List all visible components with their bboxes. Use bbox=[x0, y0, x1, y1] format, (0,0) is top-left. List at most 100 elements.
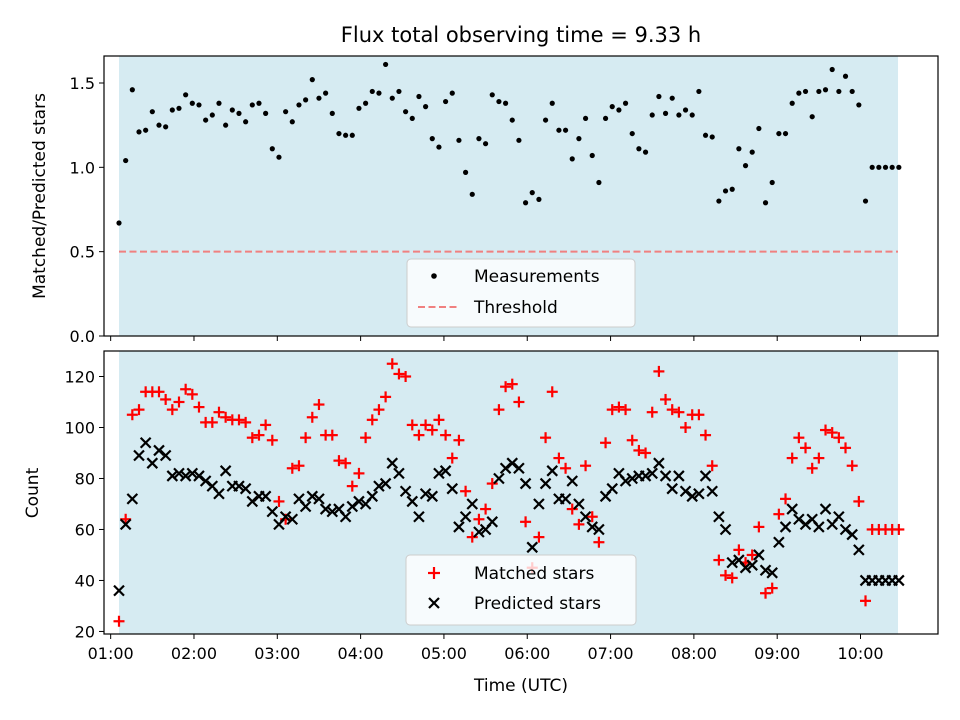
matched-star-point bbox=[186, 388, 198, 400]
matched-star-point bbox=[413, 429, 425, 441]
matched-star-point bbox=[840, 442, 852, 454]
measurement-point bbox=[216, 100, 222, 106]
predicted-star-point bbox=[713, 510, 725, 523]
predicted-star-point bbox=[319, 503, 332, 515]
ratio-panel: 0.0 0.5 1.0 1.5 Flux total observing time =… bbox=[30, 23, 939, 346]
predicted-star-point bbox=[459, 510, 472, 523]
measurement-point bbox=[309, 77, 315, 83]
measurement-point bbox=[489, 92, 495, 98]
x-tick-label: 09:00 bbox=[754, 644, 800, 663]
measurement-point bbox=[249, 102, 255, 108]
matched-star-point bbox=[793, 432, 805, 444]
measurement-point bbox=[722, 188, 729, 194]
measurement-point bbox=[229, 107, 235, 113]
predicted-star-point bbox=[686, 490, 698, 503]
matched-star-point bbox=[540, 432, 552, 444]
predicted-star-point bbox=[259, 490, 272, 503]
predicted-star-point bbox=[793, 513, 805, 526]
x-tick-label: 03:00 bbox=[254, 644, 300, 663]
predicted-star-point bbox=[126, 493, 139, 505]
matched-star-point bbox=[373, 404, 385, 416]
matched-star-point bbox=[193, 401, 205, 413]
matched-star-point bbox=[586, 511, 598, 523]
measurement-point bbox=[656, 93, 662, 100]
y-tick-label: 100 bbox=[64, 418, 95, 437]
matched-star-point bbox=[846, 460, 858, 472]
x-tick-label: 06:00 bbox=[504, 644, 550, 663]
predicted-star-point bbox=[213, 487, 225, 500]
predicted-star-point bbox=[406, 495, 419, 508]
measurement-point bbox=[396, 88, 402, 95]
matched-star-point bbox=[646, 406, 658, 418]
predicted-star-point bbox=[179, 470, 192, 482]
predicted-star-point bbox=[399, 485, 412, 498]
predicted-star-point bbox=[839, 523, 852, 536]
matched-star-point bbox=[853, 495, 865, 507]
y-tick-label: 80 bbox=[75, 469, 95, 488]
measurement-point bbox=[296, 102, 302, 108]
predicted-star-point bbox=[279, 510, 292, 523]
measurement-point bbox=[682, 107, 689, 113]
predicted-star-point bbox=[119, 518, 132, 531]
measurement-point bbox=[589, 152, 595, 159]
measurement-point bbox=[816, 88, 822, 95]
matched-star-point bbox=[706, 460, 718, 472]
measurement-point bbox=[529, 190, 535, 196]
matched-star-point bbox=[240, 416, 252, 428]
measurement-point bbox=[156, 122, 162, 128]
measurement-point bbox=[562, 127, 569, 133]
predicted-star-point bbox=[146, 457, 159, 469]
matched-star-point bbox=[826, 427, 838, 439]
predicted-star-point bbox=[619, 475, 632, 487]
predicted-star-point bbox=[679, 485, 692, 498]
measurement-point bbox=[522, 200, 529, 206]
predicted-star-point bbox=[699, 470, 712, 482]
matched-star-point bbox=[626, 434, 638, 446]
measurement-point bbox=[662, 110, 669, 116]
matched-star-point bbox=[640, 447, 652, 459]
measurement-point bbox=[423, 104, 429, 110]
measurement-point bbox=[389, 95, 395, 101]
measurement-point bbox=[802, 88, 809, 95]
matched-star-point bbox=[726, 572, 738, 584]
predicted-star-point bbox=[433, 467, 445, 480]
matched-star-point bbox=[473, 513, 485, 525]
matched-star-point bbox=[126, 409, 138, 421]
predicted-star-point bbox=[246, 495, 259, 508]
measurement-point bbox=[196, 102, 202, 108]
legend-predicted-marker bbox=[428, 597, 440, 609]
matched-star-point bbox=[653, 365, 665, 377]
matched-star-point bbox=[733, 544, 745, 556]
predicted-star-point bbox=[486, 516, 499, 528]
predicted-star-point bbox=[173, 467, 185, 480]
measurement-point bbox=[329, 110, 335, 116]
matched-star-point bbox=[380, 391, 392, 403]
predicted-star-point bbox=[579, 510, 592, 523]
predicted-star-point bbox=[659, 470, 672, 482]
measurement-point bbox=[642, 149, 649, 155]
matched-star-point bbox=[493, 404, 505, 416]
matched-star-point bbox=[700, 429, 712, 441]
count-legend-box bbox=[405, 554, 637, 626]
predicted-star-point bbox=[799, 518, 812, 531]
measurement-point bbox=[516, 137, 522, 143]
matched-star-point bbox=[340, 457, 352, 469]
measurement-point bbox=[602, 115, 609, 122]
predicted-star-point bbox=[286, 513, 299, 526]
predicted-star-point bbox=[439, 465, 452, 477]
measurement-point bbox=[616, 107, 622, 113]
predicted-star-point bbox=[413, 510, 425, 523]
measurement-point bbox=[556, 127, 562, 133]
matched-star-point bbox=[566, 503, 578, 515]
predicted-star-point bbox=[379, 477, 392, 490]
predicted-star-point bbox=[739, 561, 752, 574]
predicted-star-point bbox=[339, 510, 352, 523]
predicted-star-point bbox=[853, 544, 865, 556]
measurement-point bbox=[456, 137, 462, 143]
predicted-star-point bbox=[766, 567, 778, 579]
matched-star-point bbox=[553, 452, 565, 464]
matched-star-point bbox=[500, 381, 512, 393]
measurement-point bbox=[789, 100, 795, 106]
measurement-point bbox=[143, 127, 149, 133]
predicted-star-point bbox=[513, 462, 525, 475]
